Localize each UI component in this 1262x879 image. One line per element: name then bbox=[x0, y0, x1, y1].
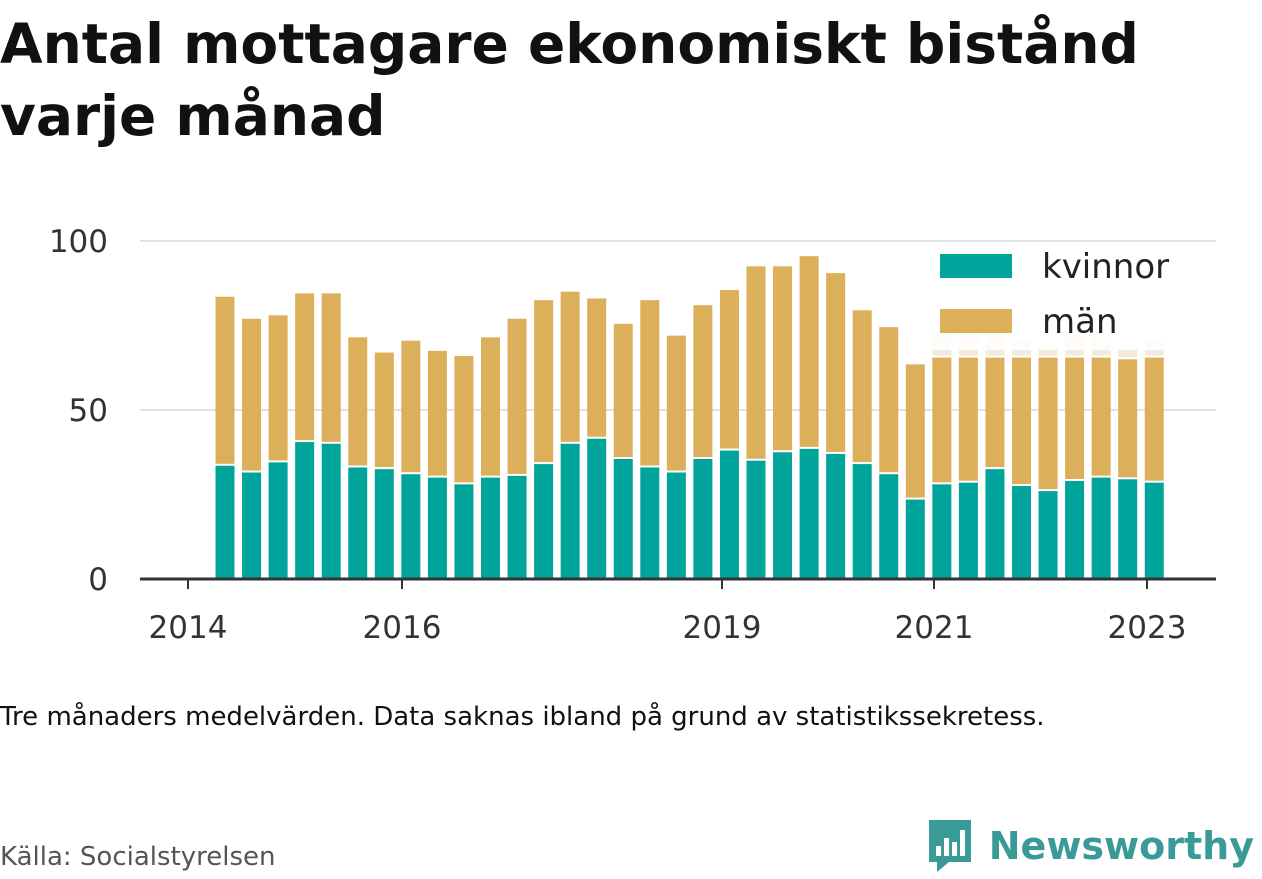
bar-man bbox=[852, 310, 872, 463]
bar-man bbox=[1118, 359, 1138, 478]
bar-man bbox=[1091, 357, 1111, 476]
bar-man bbox=[613, 323, 633, 458]
x-tick-label: 2023 bbox=[1108, 610, 1187, 646]
bar-man bbox=[693, 305, 713, 458]
bar-kvinnor bbox=[454, 484, 474, 579]
bar-man bbox=[507, 318, 527, 474]
bar-kvinnor bbox=[1038, 491, 1058, 579]
bar-man bbox=[321, 293, 341, 442]
bar-kvinnor bbox=[719, 450, 739, 579]
bar-man bbox=[879, 327, 899, 473]
x-tick-label: 2021 bbox=[895, 610, 974, 646]
newsworthy-logo: Newsworthy bbox=[925, 818, 1254, 874]
bar-kvinnor bbox=[958, 482, 978, 579]
bar-man bbox=[268, 315, 288, 461]
bar-kvinnor bbox=[693, 459, 713, 579]
bar-kvinnor bbox=[268, 462, 288, 579]
bar-kvinnor bbox=[826, 453, 846, 579]
x-tick-label: 2019 bbox=[683, 610, 762, 646]
bar-man bbox=[481, 337, 500, 476]
bar-kvinnor bbox=[427, 477, 447, 579]
bar-man bbox=[1065, 357, 1085, 479]
bar-man bbox=[958, 357, 978, 481]
bar-man bbox=[1038, 357, 1058, 490]
chart-note: Tre månaders medelvärden. Data saknas ib… bbox=[0, 702, 1045, 732]
y-tick-label: 50 bbox=[69, 393, 108, 429]
chart: 0 50 100 kvinnor män 2014 2016 2019 2021 2023 bbox=[49, 224, 1216, 646]
bar-man bbox=[905, 364, 925, 498]
bar-man bbox=[374, 352, 394, 468]
bar-kvinnor bbox=[321, 443, 341, 579]
bar-kvinnor bbox=[985, 469, 1005, 579]
bar-kvinnor bbox=[932, 484, 952, 579]
bar-kvinnor bbox=[481, 477, 500, 579]
bar-kvinnor bbox=[507, 475, 527, 579]
bar-kvinnor bbox=[879, 474, 899, 579]
bar-man bbox=[348, 337, 368, 466]
bar-kvinnor bbox=[401, 474, 421, 579]
bar-man bbox=[295, 293, 315, 441]
bar-kvinnor bbox=[534, 464, 554, 579]
bar-man-partial bbox=[1038, 347, 1058, 356]
legend-label-man: män bbox=[1042, 302, 1118, 342]
bar-kvinnor bbox=[613, 459, 633, 579]
bar-kvinnor bbox=[348, 467, 368, 579]
bar-man bbox=[1144, 357, 1164, 481]
y-tick-label: 0 bbox=[88, 562, 108, 598]
y-tick-label: 100 bbox=[49, 224, 108, 260]
bar-kvinnor bbox=[587, 438, 607, 579]
bar-man bbox=[773, 266, 793, 451]
bar-man bbox=[454, 355, 474, 483]
bar-kvinnor bbox=[242, 472, 262, 579]
legend-label-kvinnor: kvinnor bbox=[1042, 247, 1169, 287]
bar-kvinnor bbox=[773, 452, 793, 579]
bar-man bbox=[215, 296, 235, 464]
bar-man bbox=[746, 266, 766, 459]
newsworthy-icon bbox=[928, 820, 971, 872]
bar-kvinnor bbox=[1144, 482, 1164, 579]
bar-man bbox=[560, 291, 580, 442]
bar-kvinnor bbox=[640, 467, 660, 579]
bar-man bbox=[826, 273, 846, 452]
bar-kvinnor bbox=[799, 448, 819, 579]
bar-kvinnor bbox=[295, 442, 315, 579]
bar-man bbox=[401, 340, 421, 473]
chart-title: Antal mottagare ekonomiskt bistånd varje… bbox=[0, 12, 1139, 148]
bar-man bbox=[587, 298, 607, 437]
bar-man bbox=[640, 300, 660, 466]
bar-kvinnor bbox=[374, 469, 394, 579]
bar-man bbox=[719, 290, 739, 449]
bar-man bbox=[1012, 357, 1031, 485]
bar-man bbox=[534, 300, 554, 463]
x-tick-label: 2016 bbox=[363, 610, 442, 646]
legend-swatch-kvinnor bbox=[940, 254, 1012, 278]
bar-man bbox=[799, 256, 819, 447]
bar-kvinnor bbox=[560, 443, 580, 579]
bar-kvinnor bbox=[1118, 479, 1138, 579]
bar-kvinnor bbox=[1065, 480, 1085, 579]
bar-kvinnor bbox=[852, 464, 872, 579]
bar-kvinnor bbox=[905, 499, 925, 579]
bar-kvinnor bbox=[746, 460, 766, 579]
x-tick-label: 2014 bbox=[149, 610, 228, 646]
brand-name: Newsworthy bbox=[988, 824, 1254, 868]
bar-kvinnor bbox=[1091, 477, 1111, 579]
source-label: Källa: Socialstyrelsen bbox=[0, 842, 276, 872]
bar-man bbox=[932, 357, 952, 483]
bar-man bbox=[666, 335, 686, 471]
bar-kvinnor bbox=[215, 465, 235, 579]
bar-man bbox=[985, 357, 1005, 468]
bar-man-partial bbox=[1118, 349, 1138, 358]
bar-man bbox=[242, 318, 262, 471]
bar-kvinnor bbox=[1012, 486, 1031, 579]
bar-kvinnor bbox=[666, 472, 686, 579]
bar-man bbox=[427, 350, 447, 476]
legend-swatch-man bbox=[940, 309, 1012, 333]
